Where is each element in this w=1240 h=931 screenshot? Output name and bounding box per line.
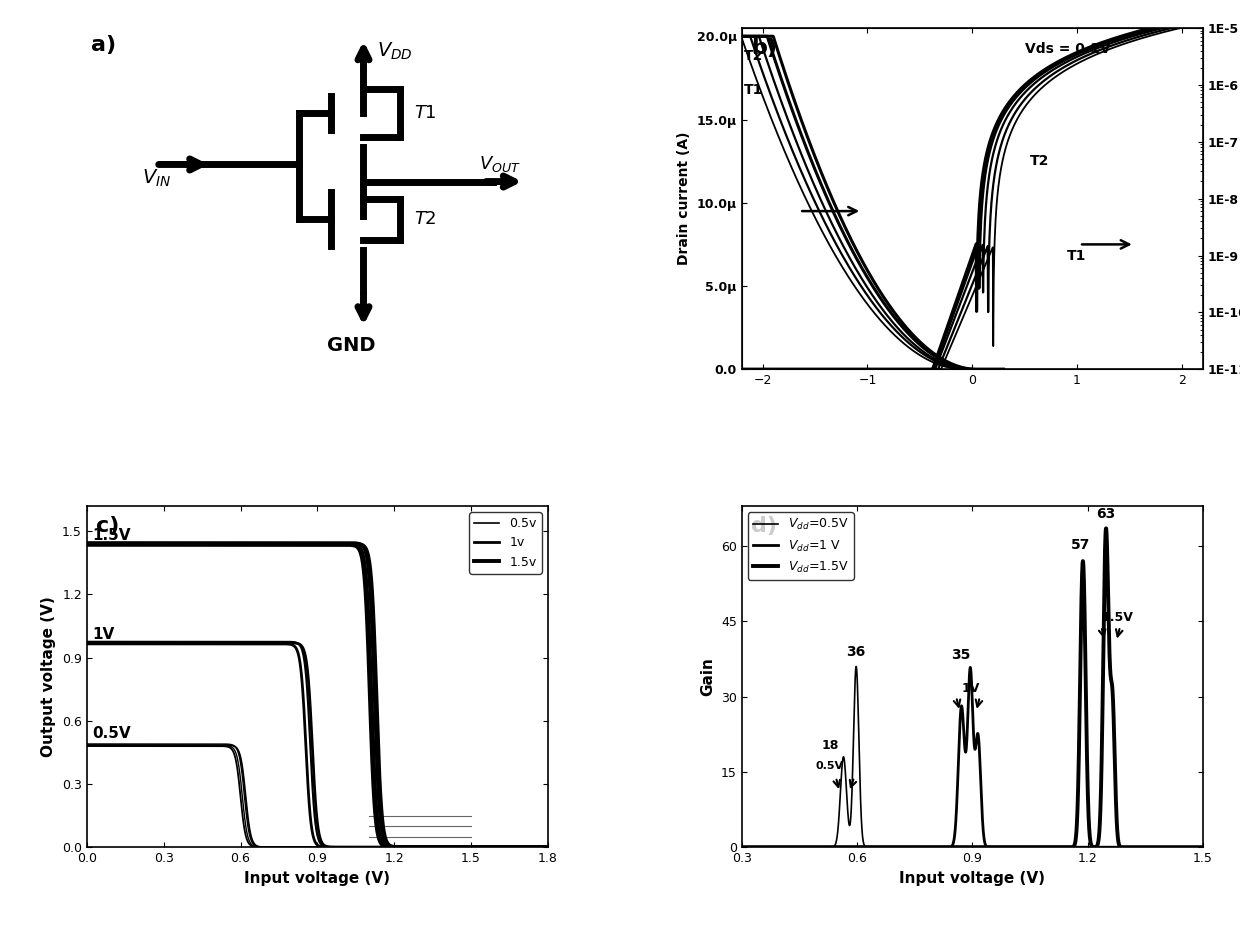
Text: $V_{OUT}$: $V_{OUT}$ (479, 155, 521, 174)
Y-axis label: Output voltage (V): Output voltage (V) (41, 596, 56, 757)
X-axis label: Input voltage (V): Input voltage (V) (899, 870, 1045, 885)
Text: $V_{DD}$: $V_{DD}$ (377, 41, 413, 62)
Text: 35: 35 (951, 648, 971, 662)
Text: c): c) (95, 516, 119, 536)
Y-axis label: Drain current (A): Drain current (A) (677, 132, 691, 265)
Text: b): b) (751, 38, 777, 58)
Text: GND: GND (326, 336, 376, 355)
X-axis label: Input voltage (V): Input voltage (V) (244, 870, 391, 885)
Text: 63: 63 (1096, 507, 1116, 521)
Text: T2: T2 (1030, 155, 1049, 169)
Y-axis label: Gain: Gain (701, 657, 715, 696)
Text: 18: 18 (821, 739, 838, 752)
Text: 0.5V: 0.5V (92, 725, 130, 741)
Text: 36: 36 (846, 645, 866, 659)
Text: 0.5V: 0.5V (816, 762, 844, 772)
Text: T1: T1 (744, 83, 763, 97)
Text: a): a) (92, 34, 117, 55)
Text: T2: T2 (744, 49, 763, 63)
Text: $T2$: $T2$ (414, 210, 436, 228)
Text: $V_{IN}$: $V_{IN}$ (143, 168, 171, 189)
Text: Vds = 0.1V: Vds = 0.1V (1024, 42, 1110, 56)
Text: $T1$: $T1$ (414, 104, 436, 122)
Text: 1.5V: 1.5V (92, 528, 130, 543)
Text: d): d) (751, 516, 777, 536)
Legend: $V_{dd}$=0.5V, $V_{dd}$=1 V, $V_{dd}$=1.5V: $V_{dd}$=0.5V, $V_{dd}$=1 V, $V_{dd}$=1.… (748, 512, 853, 580)
Text: 1.5V: 1.5V (1101, 612, 1133, 625)
Text: 1V: 1V (961, 681, 980, 695)
Text: 1V: 1V (92, 627, 114, 641)
Text: 57: 57 (1071, 537, 1090, 551)
Text: T1: T1 (1066, 250, 1086, 263)
Legend: 0.5v, 1v, 1.5v: 0.5v, 1v, 1.5v (469, 512, 542, 573)
